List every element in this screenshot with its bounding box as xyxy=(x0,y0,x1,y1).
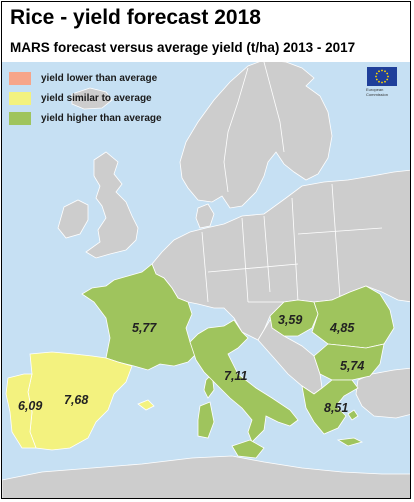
europe-map: 5,77 7,11 7,68 6,09 3,59 4,85 5,74 8,51 xyxy=(2,2,410,498)
legend-item-lower: yield lower than average xyxy=(9,68,162,88)
legend-swatch-similar xyxy=(9,91,31,105)
region-bulgaria xyxy=(313,343,385,381)
legend-item-similar: yield similar to average xyxy=(9,88,162,108)
region-great-britain xyxy=(85,151,139,259)
region-greece xyxy=(301,379,359,435)
region-portugal xyxy=(5,373,37,449)
legend-label-higher: yield higher than average xyxy=(41,112,162,124)
region-sweden-border xyxy=(223,67,249,193)
region-scandinavia xyxy=(179,59,333,209)
region-ireland xyxy=(57,199,89,239)
legend-label-lower: yield lower than average xyxy=(41,72,158,84)
logo-text: European Commission xyxy=(366,87,389,97)
page-title: Rice - yield forecast 2018 xyxy=(10,6,261,29)
page-subtitle: MARS forecast versus average yield (t/ha… xyxy=(10,40,356,55)
value-label-france: 5,77 xyxy=(132,321,157,335)
region-sardinia xyxy=(197,401,215,439)
region-sicily xyxy=(231,439,265,459)
region-italy xyxy=(189,319,299,443)
value-label-romania: 4,85 xyxy=(329,321,355,335)
value-label-portugal: 6,09 xyxy=(18,399,42,413)
value-label-hungary: 3,59 xyxy=(278,313,302,327)
legend-item-higher: yield higher than average xyxy=(9,108,162,128)
region-turkey xyxy=(355,367,410,419)
header: Rice - yield forecast 2018 MARS forecast… xyxy=(2,2,410,62)
region-balearics xyxy=(137,399,155,411)
region-north-africa xyxy=(2,455,410,498)
region-romania xyxy=(311,285,395,349)
region-greece-islands xyxy=(336,409,364,447)
value-label-greece: 8,51 xyxy=(324,401,348,415)
region-central-borders xyxy=(201,183,383,303)
value-label-italy: 7,11 xyxy=(224,369,247,383)
legend: yield lower than average yield similar t… xyxy=(9,68,162,128)
legend-swatch-higher xyxy=(9,111,31,125)
region-hungary xyxy=(269,299,319,337)
eu-flag-icon xyxy=(367,67,397,86)
legend-label-similar: yield similar to average xyxy=(41,92,152,104)
value-label-spain: 7,68 xyxy=(64,393,88,407)
region-france xyxy=(81,263,197,371)
region-denmark xyxy=(195,203,215,229)
region-iceland xyxy=(71,87,113,110)
legend-swatch-lower xyxy=(9,71,31,85)
value-label-bulgaria: 5,74 xyxy=(340,359,364,373)
european-commission-logo: European Commission xyxy=(364,67,402,99)
region-finland-border xyxy=(263,61,285,153)
